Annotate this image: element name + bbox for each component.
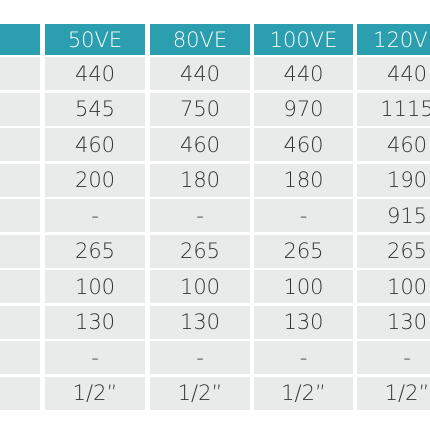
value-cell: 100 bbox=[254, 270, 353, 303]
header-cell: 80VE bbox=[150, 24, 250, 55]
value-cell: 460 bbox=[45, 128, 145, 161]
label-cell bbox=[0, 128, 40, 161]
value-cell: 915 bbox=[357, 199, 430, 232]
value-cell: 440 bbox=[357, 57, 430, 90]
value-cell: 265 bbox=[45, 234, 145, 268]
value-cell: 1/2” bbox=[45, 376, 145, 410]
label-cell bbox=[0, 270, 40, 303]
value-cell: 545 bbox=[45, 92, 145, 126]
label-cell bbox=[0, 199, 40, 232]
value-cell: 130 bbox=[45, 305, 145, 339]
header-cell: 120VE bbox=[357, 24, 430, 55]
label-cell bbox=[0, 92, 40, 126]
header-cell: NI bbox=[0, 24, 40, 55]
value-cell: 180 bbox=[254, 163, 353, 197]
value-cell: 460 bbox=[150, 128, 250, 161]
value-cell: 190 bbox=[357, 163, 430, 197]
value-cell: 460 bbox=[357, 128, 430, 161]
header-cell: 50VE bbox=[45, 24, 145, 55]
value-cell: - bbox=[254, 341, 353, 374]
value-cell: 265 bbox=[254, 234, 353, 268]
label-cell bbox=[0, 57, 40, 90]
value-cell: 200 bbox=[45, 163, 145, 197]
value-cell: 100 bbox=[45, 270, 145, 303]
label-cell bbox=[0, 234, 40, 268]
value-cell: 440 bbox=[254, 57, 353, 90]
value-cell: 130 bbox=[254, 305, 353, 339]
value-cell: 440 bbox=[150, 57, 250, 90]
value-cell: 130 bbox=[150, 305, 250, 339]
value-cell: 460 bbox=[254, 128, 353, 161]
value-cell: 1/2” bbox=[254, 376, 353, 410]
value-cell: 1/2” bbox=[357, 376, 430, 410]
label-cell bbox=[0, 163, 40, 197]
label-cell bbox=[0, 376, 40, 410]
value-cell: 265 bbox=[357, 234, 430, 268]
value-cell: 750 bbox=[150, 92, 250, 126]
value-cell: 130 bbox=[357, 305, 430, 339]
value-cell: 440 bbox=[45, 57, 145, 90]
label-cell bbox=[0, 341, 40, 374]
header-cell: 100VE bbox=[254, 24, 353, 55]
value-cell: 1/2” bbox=[150, 376, 250, 410]
value-cell: - bbox=[357, 341, 430, 374]
value-cell: 100 bbox=[357, 270, 430, 303]
value-cell: 970 bbox=[254, 92, 353, 126]
value-cell: 1115 bbox=[357, 92, 430, 126]
value-cell: 100 bbox=[150, 270, 250, 303]
value-cell: - bbox=[45, 341, 145, 374]
label-cell bbox=[0, 305, 40, 339]
value-cell: 265 bbox=[150, 234, 250, 268]
value-cell: 180 bbox=[150, 163, 250, 197]
value-cell: - bbox=[254, 199, 353, 232]
value-cell: - bbox=[45, 199, 145, 232]
value-cell: - bbox=[150, 341, 250, 374]
value-cell: - bbox=[150, 199, 250, 232]
